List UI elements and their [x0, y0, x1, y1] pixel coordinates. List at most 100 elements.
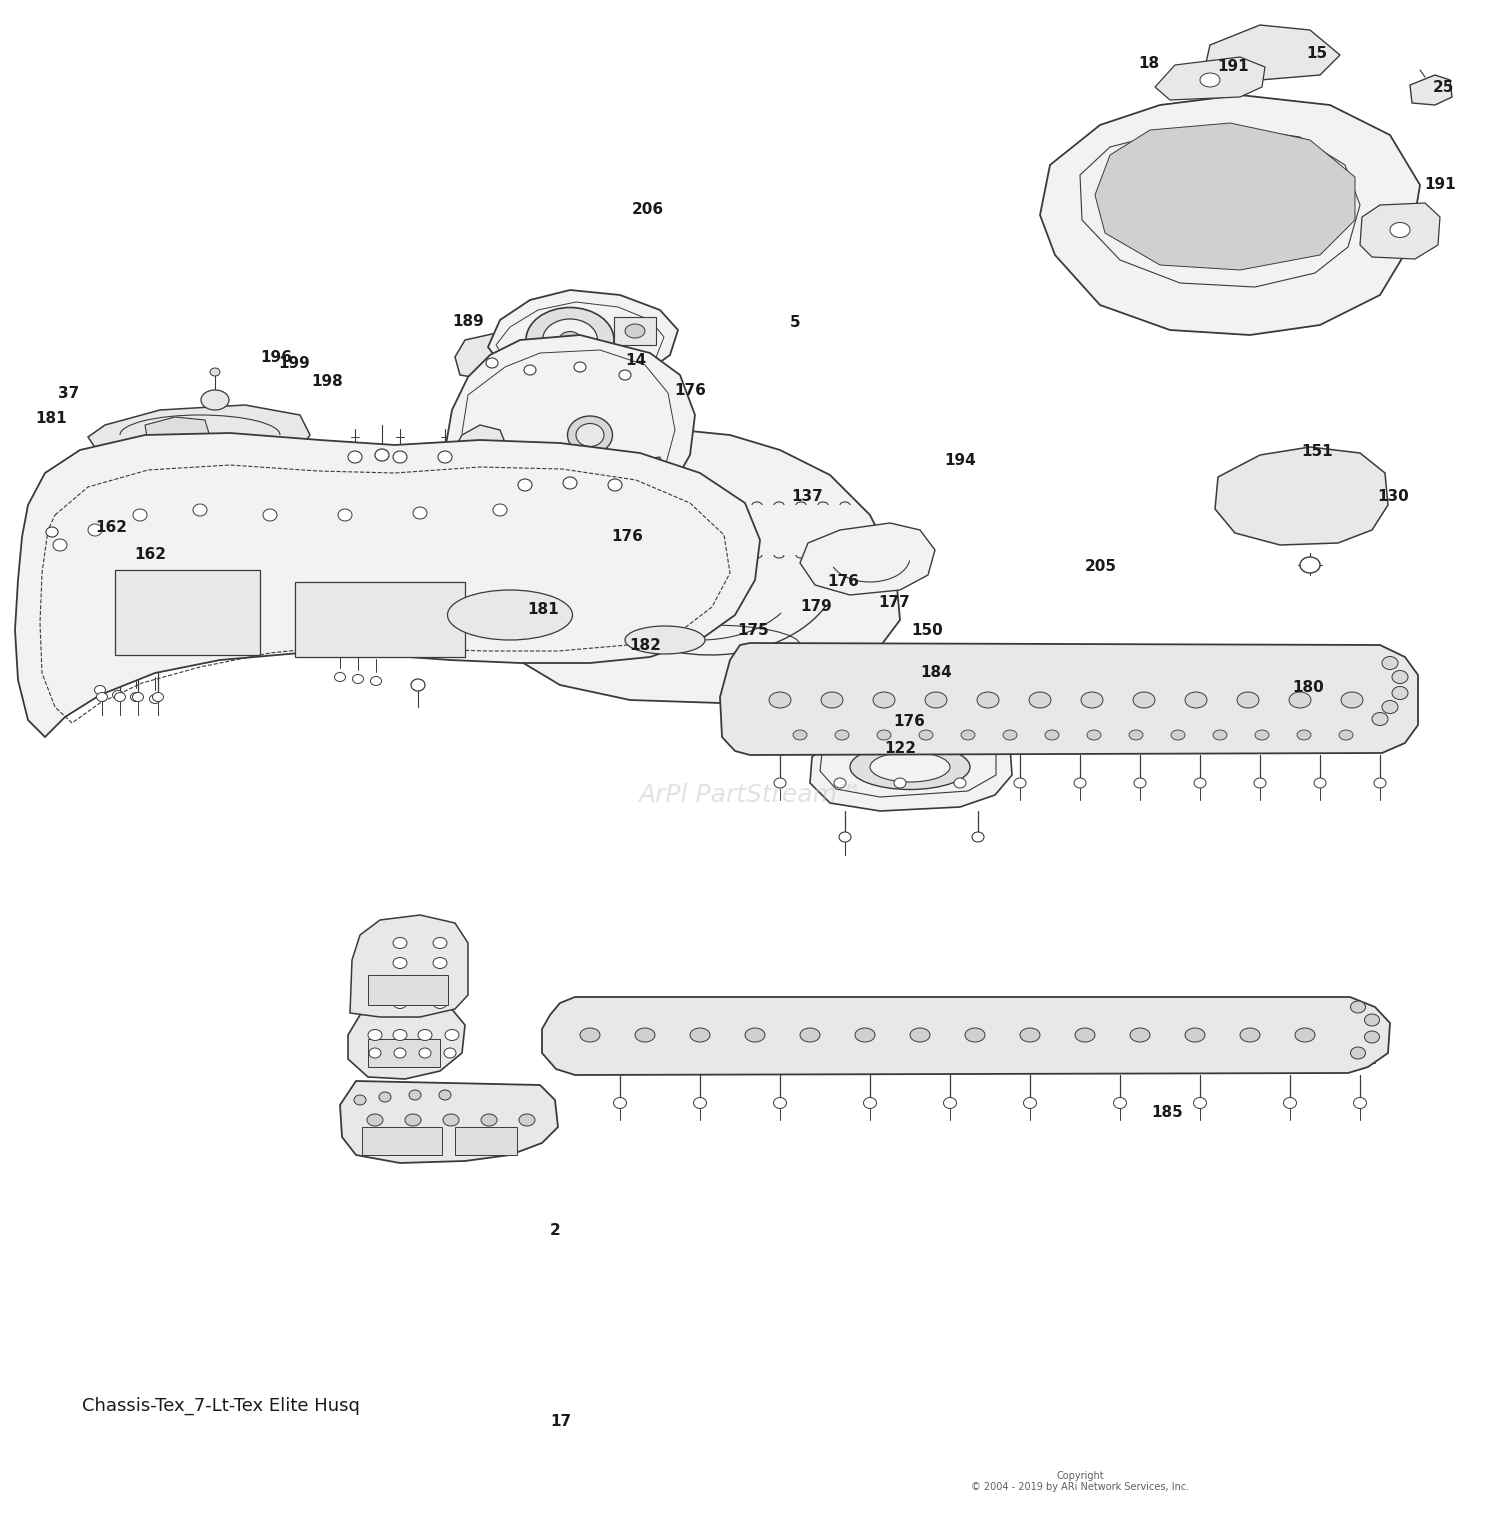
Ellipse shape: [1185, 1029, 1204, 1042]
Text: Copyright
© 2004 - 2019 by ARi Network Services, Inc.: Copyright © 2004 - 2019 by ARi Network S…: [970, 1471, 1190, 1492]
Ellipse shape: [1194, 1097, 1206, 1109]
Polygon shape: [350, 915, 468, 1017]
Polygon shape: [446, 335, 694, 533]
Ellipse shape: [368, 1030, 382, 1041]
Text: 122: 122: [884, 741, 916, 756]
Ellipse shape: [1390, 223, 1410, 238]
Ellipse shape: [524, 365, 536, 376]
Ellipse shape: [574, 362, 586, 373]
Polygon shape: [146, 417, 210, 445]
Polygon shape: [540, 470, 585, 491]
Ellipse shape: [1350, 1047, 1365, 1059]
Ellipse shape: [96, 692, 108, 701]
Ellipse shape: [580, 1029, 600, 1042]
Ellipse shape: [614, 1097, 627, 1109]
Text: 179: 179: [800, 598, 832, 614]
Ellipse shape: [447, 589, 573, 639]
Polygon shape: [88, 405, 310, 467]
Polygon shape: [340, 1082, 558, 1164]
Bar: [512, 335, 537, 353]
Text: 176: 176: [892, 714, 926, 729]
Ellipse shape: [1214, 730, 1227, 739]
Ellipse shape: [46, 527, 58, 536]
Text: 199: 199: [278, 356, 310, 371]
Ellipse shape: [873, 692, 895, 708]
Ellipse shape: [560, 332, 580, 348]
Text: 189: 189: [452, 314, 484, 329]
Ellipse shape: [1023, 1097, 1036, 1109]
Text: 18: 18: [1138, 56, 1160, 71]
Ellipse shape: [870, 751, 950, 782]
Polygon shape: [810, 726, 1012, 811]
Polygon shape: [550, 483, 568, 501]
Ellipse shape: [821, 692, 843, 708]
Ellipse shape: [1256, 730, 1269, 739]
Ellipse shape: [53, 539, 68, 551]
Ellipse shape: [972, 832, 984, 842]
Ellipse shape: [774, 1097, 786, 1109]
Polygon shape: [1040, 95, 1420, 335]
Ellipse shape: [132, 692, 144, 701]
Polygon shape: [1155, 58, 1264, 100]
Ellipse shape: [1082, 692, 1102, 708]
Text: 2: 2: [549, 1223, 561, 1238]
Polygon shape: [15, 433, 760, 736]
Ellipse shape: [612, 355, 624, 365]
Polygon shape: [650, 473, 690, 497]
Ellipse shape: [1350, 1001, 1365, 1014]
Ellipse shape: [836, 730, 849, 739]
Ellipse shape: [562, 477, 578, 489]
Ellipse shape: [1014, 779, 1026, 788]
Ellipse shape: [608, 479, 622, 491]
Ellipse shape: [210, 368, 220, 376]
Bar: [454, 1127, 518, 1154]
Bar: [296, 582, 465, 658]
Ellipse shape: [438, 451, 452, 464]
Ellipse shape: [1029, 692, 1051, 708]
Ellipse shape: [1353, 1097, 1366, 1109]
Ellipse shape: [1134, 779, 1146, 788]
Ellipse shape: [567, 417, 612, 454]
Ellipse shape: [1238, 692, 1258, 708]
Polygon shape: [348, 1001, 465, 1079]
Text: 185: 185: [1150, 1104, 1184, 1120]
Text: 14: 14: [626, 353, 646, 368]
Ellipse shape: [410, 1089, 422, 1100]
Ellipse shape: [1200, 73, 1219, 86]
Ellipse shape: [526, 308, 614, 373]
Ellipse shape: [433, 997, 447, 1009]
Text: 196: 196: [260, 350, 292, 365]
Ellipse shape: [626, 324, 645, 338]
Polygon shape: [488, 289, 678, 385]
Text: 176: 176: [674, 383, 706, 398]
Text: 206: 206: [632, 201, 664, 217]
Ellipse shape: [1314, 779, 1326, 788]
Ellipse shape: [850, 744, 970, 789]
Ellipse shape: [444, 1048, 456, 1057]
Polygon shape: [1410, 76, 1452, 105]
Text: 181: 181: [34, 411, 68, 426]
Ellipse shape: [1392, 686, 1408, 700]
Ellipse shape: [1392, 671, 1408, 683]
Ellipse shape: [855, 1029, 874, 1042]
Ellipse shape: [1340, 730, 1353, 739]
Ellipse shape: [1365, 1014, 1380, 1026]
Ellipse shape: [334, 673, 345, 682]
Ellipse shape: [419, 1048, 430, 1057]
Text: 25: 25: [1432, 80, 1454, 95]
Ellipse shape: [1132, 692, 1155, 708]
Ellipse shape: [482, 1114, 496, 1126]
Text: 181: 181: [526, 601, 560, 617]
Ellipse shape: [964, 1029, 986, 1042]
Ellipse shape: [494, 504, 507, 517]
Polygon shape: [454, 330, 540, 380]
Ellipse shape: [1382, 656, 1398, 670]
Ellipse shape: [262, 509, 278, 521]
Text: 176: 176: [610, 529, 644, 544]
Ellipse shape: [1088, 730, 1101, 739]
Ellipse shape: [433, 957, 447, 968]
Ellipse shape: [606, 464, 624, 477]
Ellipse shape: [800, 1029, 820, 1042]
Ellipse shape: [130, 692, 141, 701]
Text: 198: 198: [310, 374, 344, 389]
